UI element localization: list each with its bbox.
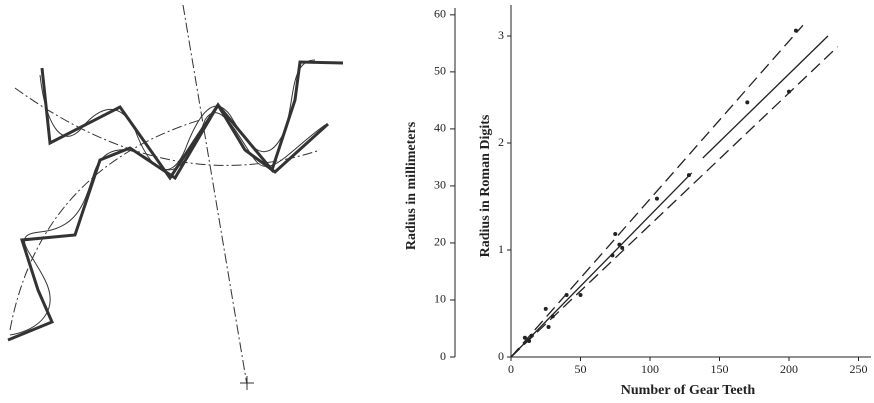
point <box>654 196 659 201</box>
x-tick-label: 150 <box>710 362 728 376</box>
y2-tick-label: 10 <box>434 292 446 306</box>
y2-axis-label: Radius in millimeters <box>404 121 419 250</box>
y2-tick-label: 50 <box>434 64 446 78</box>
guide-arc <box>14 87 321 166</box>
point <box>793 28 798 33</box>
point <box>522 335 527 340</box>
x-tick-label: 0 <box>508 362 514 376</box>
point <box>543 306 548 311</box>
y-axis-label: Radius in Roman Digits <box>478 114 493 257</box>
x-tick-label: 50 <box>574 362 586 376</box>
zigzag <box>7 102 330 342</box>
y-tick-label: 2 <box>498 135 504 149</box>
point <box>745 100 750 105</box>
y-tick-label: 0 <box>498 349 504 363</box>
point <box>529 333 534 338</box>
fit-line <box>510 35 829 358</box>
y2-tick-label: 40 <box>434 121 446 135</box>
point <box>613 231 618 236</box>
point <box>564 292 569 297</box>
zigzag <box>40 60 344 181</box>
fit-line <box>510 46 839 358</box>
y-tick-label: 3 <box>498 28 504 42</box>
wavy-outline <box>9 112 326 336</box>
x-tick-label: 200 <box>780 362 798 376</box>
y2-tick-label: 60 <box>434 7 446 21</box>
point <box>578 292 583 297</box>
wavy-outline <box>39 59 316 171</box>
guide-cross <box>240 376 254 390</box>
y2-tick-label: 20 <box>434 235 446 249</box>
y2-tick-label: 0 <box>440 349 446 363</box>
x-axis-label: Number of Gear Teeth <box>621 383 756 398</box>
x-tick-label: 100 <box>641 362 659 376</box>
point <box>786 89 791 94</box>
point <box>527 338 532 343</box>
point <box>610 253 615 258</box>
guide-arc <box>9 119 201 331</box>
x-tick-label: 250 <box>849 362 867 376</box>
gear-sketch <box>7 4 344 390</box>
point <box>617 242 622 247</box>
point <box>686 173 691 178</box>
point <box>620 245 625 250</box>
point <box>546 325 551 330</box>
fit-line <box>510 24 804 358</box>
y-tick-label: 1 <box>498 242 504 256</box>
point <box>550 314 555 319</box>
guide-line <box>182 4 248 386</box>
y2-tick-label: 30 <box>434 178 446 192</box>
